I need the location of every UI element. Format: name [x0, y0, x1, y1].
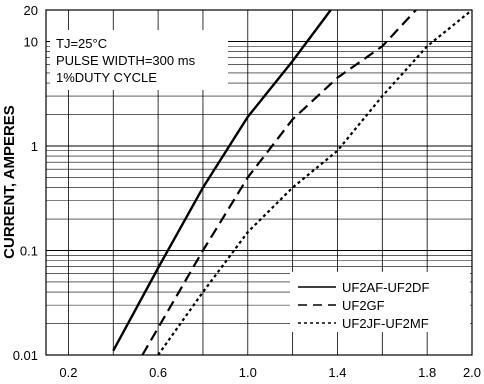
legend-label: UF2JF-UF2MF	[342, 316, 429, 331]
series-line	[112, 9, 332, 352]
condition-text: PULSE WIDTH=300 ms	[56, 53, 196, 68]
x-tick-label: 0.2	[59, 365, 77, 380]
condition-text: TJ=25°C	[56, 36, 107, 51]
legend-label: UF2AF-UF2DF	[342, 280, 429, 295]
x-tick-label: 1.4	[328, 365, 346, 380]
y-tick-label: 20	[24, 3, 38, 18]
conditions-box	[50, 30, 228, 90]
y-tick-label: 1	[31, 139, 38, 154]
y-tick-label: 10	[24, 34, 38, 49]
legend-label: UF2GF	[342, 298, 385, 313]
plot-frame	[45, 9, 473, 356]
y-tick-label: 0.01	[13, 348, 38, 363]
tick-labels: 0.2 0.6 1.0 1.4 1.8 2.0 0.01 0.1 1 10 20	[13, 3, 481, 380]
x-tick-label: 2.0	[463, 365, 481, 380]
y-tick-label: 0.1	[20, 243, 38, 258]
x-tick-label: 1.0	[239, 365, 257, 380]
legend-box	[290, 272, 470, 332]
x-tick-label: 1.8	[418, 365, 436, 380]
series-lines	[112, 9, 473, 356]
series-line	[141, 9, 417, 356]
test-conditions: TJ=25°C PULSE WIDTH=300 ms 1%DUTY CYCLE	[50, 30, 228, 90]
legend: UF2AF-UF2DF UF2GF UF2JF-UF2MF	[290, 272, 470, 332]
y-axis-label: CURRENT, AMPERES	[1, 105, 18, 259]
x-tick-label: 0.6	[149, 365, 167, 380]
condition-text: 1%DUTY CYCLE	[56, 70, 157, 85]
